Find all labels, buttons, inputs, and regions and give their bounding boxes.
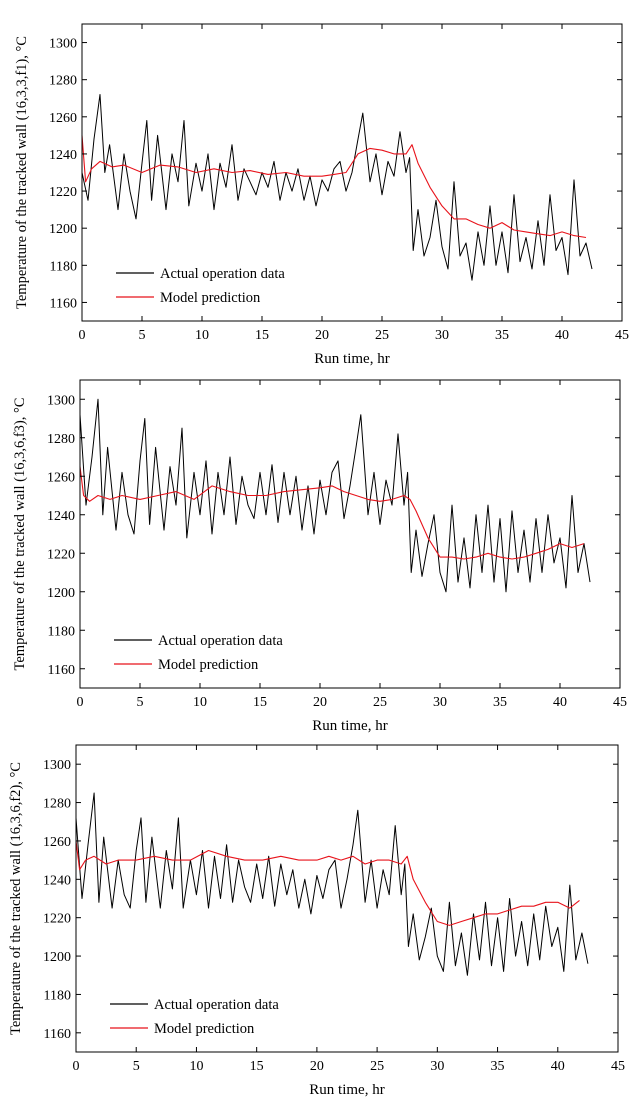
model-prediction-line <box>75 840 580 926</box>
y-tick-label: 1200 <box>43 950 71 965</box>
y-tick-label: 1220 <box>43 912 71 927</box>
x-tick-label: 5 <box>133 1059 140 1074</box>
x-tick-label: 20 <box>313 695 327 710</box>
y-tick-label: 1260 <box>47 470 75 485</box>
y-tick-label: 1160 <box>44 1027 71 1042</box>
y-tick-label: 1180 <box>50 259 77 274</box>
x-tick-label: 35 <box>495 328 509 343</box>
legend-label: Actual operation data <box>154 997 279 1013</box>
x-tick-label: 15 <box>253 695 267 710</box>
x-axis-label: Run time, hr <box>314 351 389 367</box>
x-tick-label: 45 <box>615 328 629 343</box>
legend-label: Model prediction <box>160 290 261 306</box>
x-tick-label: 0 <box>73 1059 80 1074</box>
x-tick-label: 15 <box>255 328 269 343</box>
y-tick-label: 1220 <box>47 547 75 562</box>
y-tick-label: 1200 <box>49 222 77 237</box>
x-tick-label: 35 <box>491 1059 505 1074</box>
y-axis-label: Temperature of the tracked wall (16,3,6,… <box>12 398 28 671</box>
x-tick-label: 30 <box>435 328 449 343</box>
x-tick-label: 20 <box>315 328 329 343</box>
x-tick-label: 0 <box>79 328 86 343</box>
y-tick-label: 1280 <box>47 432 75 447</box>
chart-panel-3: 0 5 10 15 20 25 30 35 40 45 1160 1180 1200 1220 1240 12… <box>8 744 625 1098</box>
x-tick-label: 35 <box>493 695 507 710</box>
x-tick-label: 40 <box>553 695 567 710</box>
y-tick-label: 1240 <box>43 873 71 888</box>
x-tick-label: 25 <box>370 1059 384 1074</box>
y-tick-label: 1280 <box>49 74 77 89</box>
x-tick-label: 5 <box>137 695 144 710</box>
y-tick-label: 1300 <box>49 37 77 52</box>
x-tick-label: 30 <box>430 1059 444 1074</box>
plot-frame <box>75 744 619 1053</box>
legend-label: Actual operation data <box>158 633 283 649</box>
model-prediction-line <box>81 135 587 239</box>
x-tick-label: 0 <box>77 695 84 710</box>
legend: Actual operation data Model prediction <box>116 266 285 306</box>
x-tick-label: 40 <box>551 1059 565 1074</box>
actual-data-line <box>81 94 593 281</box>
x-tick-label: 30 <box>433 695 447 710</box>
chart-panel-1: 0 5 10 15 20 25 30 35 40 45 1160 1180 1200 1220 1240 12… <box>14 23 629 367</box>
y-tick-label: 1160 <box>50 296 77 311</box>
actual-data-line <box>79 398 591 593</box>
legend-label: Actual operation data <box>160 266 285 282</box>
chart-panel-2: 0 5 10 15 20 25 30 35 40 45 1160 1180 1200 1220 1240 12… <box>12 379 627 734</box>
y-axis-label: Temperature of the tracked wall (16,3,6,… <box>8 762 24 1035</box>
y-axis-label: Temperature of the tracked wall (16,3,3,… <box>14 36 30 309</box>
x-tick-label: 45 <box>611 1059 625 1074</box>
legend: Actual operation data Model prediction <box>114 633 283 673</box>
x-tick-label: 10 <box>195 328 209 343</box>
y-tick-label: 1200 <box>47 586 75 601</box>
plot-frame <box>79 379 621 689</box>
y-tick-label: 1280 <box>43 797 71 812</box>
legend-label: Model prediction <box>158 657 259 673</box>
x-axis-label: Run time, hr <box>309 1082 384 1098</box>
y-tick-label: 1240 <box>47 509 75 524</box>
plot-frame <box>81 23 623 322</box>
x-tick-label: 15 <box>250 1059 264 1074</box>
x-tick-label: 25 <box>375 328 389 343</box>
y-tick-label: 1240 <box>49 148 77 163</box>
x-tick-label: 20 <box>310 1059 324 1074</box>
y-tick-label: 1180 <box>44 988 71 1003</box>
y-tick-label: 1260 <box>43 835 71 850</box>
x-axis-label: Run time, hr <box>312 718 387 734</box>
x-tick-label: 10 <box>193 695 207 710</box>
y-tick-label: 1300 <box>43 758 71 773</box>
y-tick-label: 1180 <box>48 624 75 639</box>
actual-data-line <box>75 792 589 976</box>
y-tick-label: 1160 <box>48 663 75 678</box>
y-tick-label: 1300 <box>47 393 75 408</box>
y-tick-label: 1220 <box>49 185 77 200</box>
x-tick-label: 5 <box>139 328 146 343</box>
legend-label: Model prediction <box>154 1021 255 1037</box>
x-tick-label: 25 <box>373 695 387 710</box>
legend: Actual operation data Model prediction <box>110 997 279 1037</box>
model-prediction-line <box>79 466 585 560</box>
x-tick-label: 10 <box>189 1059 203 1074</box>
x-tick-label: 40 <box>555 328 569 343</box>
y-tick-label: 1260 <box>49 111 77 126</box>
x-tick-label: 45 <box>613 695 627 710</box>
